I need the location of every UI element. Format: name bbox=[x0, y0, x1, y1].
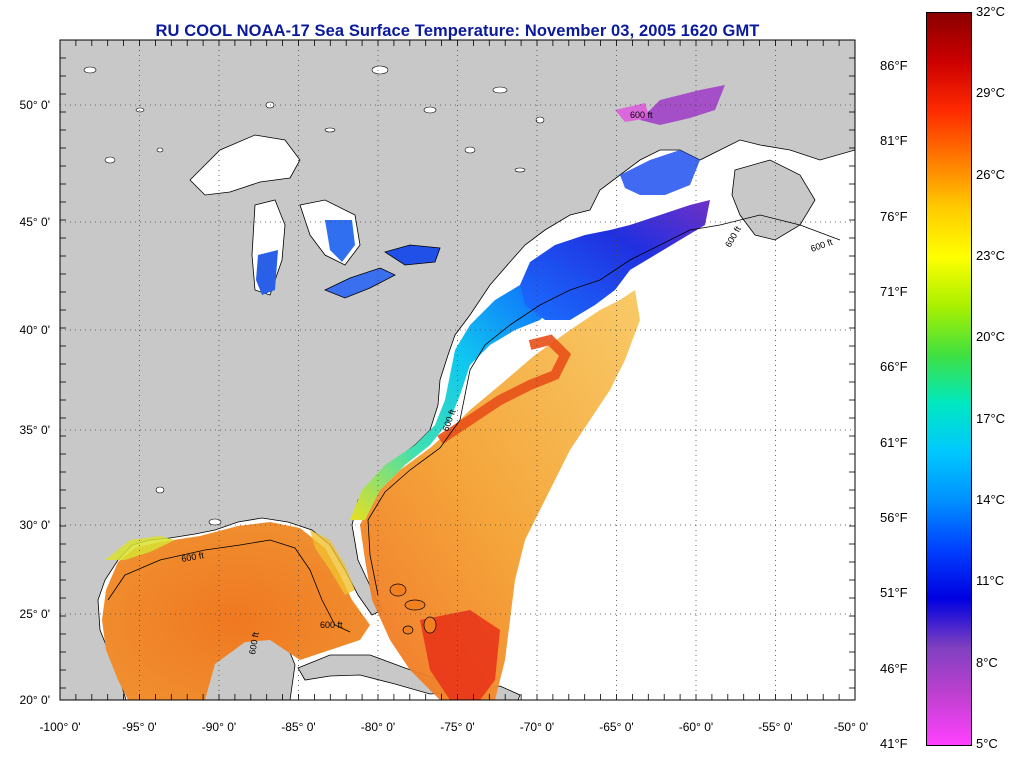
lon-axis: -100° 0' -95° 0' -90° 0' -85° 0' -80° 0'… bbox=[39, 720, 868, 734]
colorbar-celsius-label: 32°C bbox=[976, 4, 1006, 19]
colorbar-celsius-label: 8°C bbox=[976, 654, 998, 670]
lon-tick-label: -80° 0' bbox=[361, 720, 395, 734]
colorbar-celsius-label: 20°C bbox=[976, 329, 1006, 345]
lake-erie bbox=[324, 267, 396, 299]
sst-gulf-coast-yellow bbox=[105, 536, 175, 560]
isobath-label: 600 ft bbox=[630, 110, 653, 120]
land-newfoundland bbox=[731, 159, 816, 241]
lake-huron-sst bbox=[325, 220, 355, 262]
frame-ticks bbox=[59, 39, 856, 700]
lon-tick-label: -90° 0' bbox=[202, 720, 236, 734]
colorbar-fahrenheit-label: 66°F bbox=[880, 359, 908, 375]
sst-florida-shelf bbox=[310, 530, 355, 595]
sst-labrador-purple bbox=[640, 85, 725, 125]
colorbar-fahrenheit-label: 56°F bbox=[880, 510, 908, 525]
isobath-label: 600 ft bbox=[247, 631, 261, 655]
lon-tick-label: -60° 0' bbox=[679, 720, 713, 734]
colorbar-gradient bbox=[926, 12, 972, 746]
lake-superior bbox=[189, 134, 301, 196]
lat-axis: 20° 0' 25° 0' 30° 0' 35° 0' 40° 0' 45° 0… bbox=[20, 98, 50, 707]
small-lakes bbox=[83, 65, 545, 526]
isobath-600ft-gulf bbox=[107, 539, 351, 633]
lat-tick-label: 35° 0' bbox=[20, 423, 50, 437]
lon-tick-label: -55° 0' bbox=[758, 720, 792, 734]
lake-michigan-sst bbox=[256, 250, 278, 295]
lat-tick-label: 20° 0' bbox=[20, 693, 50, 707]
colorbar-fahrenheit-label: 86°F bbox=[880, 58, 908, 73]
colorbar-celsius-label: 23°C bbox=[976, 248, 1006, 263]
colorbar-celsius-label: 26°C bbox=[976, 166, 1006, 182]
lon-tick-label: -75° 0' bbox=[440, 720, 474, 734]
sst-labrador-magenta bbox=[615, 103, 650, 122]
sst-gulf-stream bbox=[437, 334, 572, 445]
lon-tick-label: -65° 0' bbox=[599, 720, 633, 734]
lon-tick-label: -50° 0' bbox=[834, 720, 868, 734]
sst-caribbean-red bbox=[420, 610, 500, 700]
lat-tick-label: 45° 0' bbox=[20, 215, 50, 229]
colorbar-fahrenheit-label: 71°F bbox=[880, 284, 908, 299]
lon-tick-label: -85° 0' bbox=[281, 720, 315, 734]
isobath-label: 600 ft bbox=[181, 550, 205, 564]
isobath-label: 600 ft bbox=[320, 620, 343, 630]
colorbar-fahrenheit-label: 46°F bbox=[880, 660, 908, 676]
sst-st-lawrence bbox=[620, 150, 700, 195]
colorbar-fahrenheit-label: 51°F bbox=[880, 585, 908, 601]
sst-gulf-of-maine bbox=[520, 200, 710, 320]
sst-shelf-water bbox=[350, 280, 560, 520]
colorbar-celsius-label: 5°C bbox=[976, 736, 998, 751]
colorbar-celsius-label: 17°C bbox=[976, 410, 1006, 426]
colorbar-fahrenheit-label: 81°F bbox=[880, 133, 908, 149]
colorbar-fahrenheit-label: 41°F bbox=[880, 736, 908, 751]
colorbar-fahrenheit-label: 61°F bbox=[880, 434, 908, 450]
lon-tick-label: -95° 0' bbox=[122, 720, 156, 734]
graticule bbox=[60, 40, 855, 700]
lat-tick-label: 50° 0' bbox=[20, 98, 50, 112]
lat-tick-label: 40° 0' bbox=[20, 323, 50, 337]
map-title: RU COOL NOAA-17 Sea Surface Temperature:… bbox=[155, 22, 760, 40]
colorbar-celsius-label: 11°C bbox=[976, 573, 1005, 589]
lat-tick-label: 30° 0' bbox=[20, 518, 50, 532]
lon-tick-label: -70° 0' bbox=[520, 720, 554, 734]
lake-ontario bbox=[384, 244, 441, 266]
sst-atlantic-warm bbox=[360, 290, 640, 700]
lon-tick-label: -100° 0' bbox=[39, 720, 80, 734]
colorbar-fahrenheit-label: 76°F bbox=[880, 208, 908, 224]
colorbar-celsius-label: 29°C bbox=[976, 85, 1006, 101]
lat-tick-label: 25° 0' bbox=[20, 607, 50, 621]
bahamas bbox=[389, 583, 437, 635]
colorbar-celsius-label: 14°C bbox=[976, 492, 1006, 507]
isobath-600ft-east bbox=[367, 214, 841, 596]
sst-gulf-of-mexico bbox=[102, 522, 370, 700]
